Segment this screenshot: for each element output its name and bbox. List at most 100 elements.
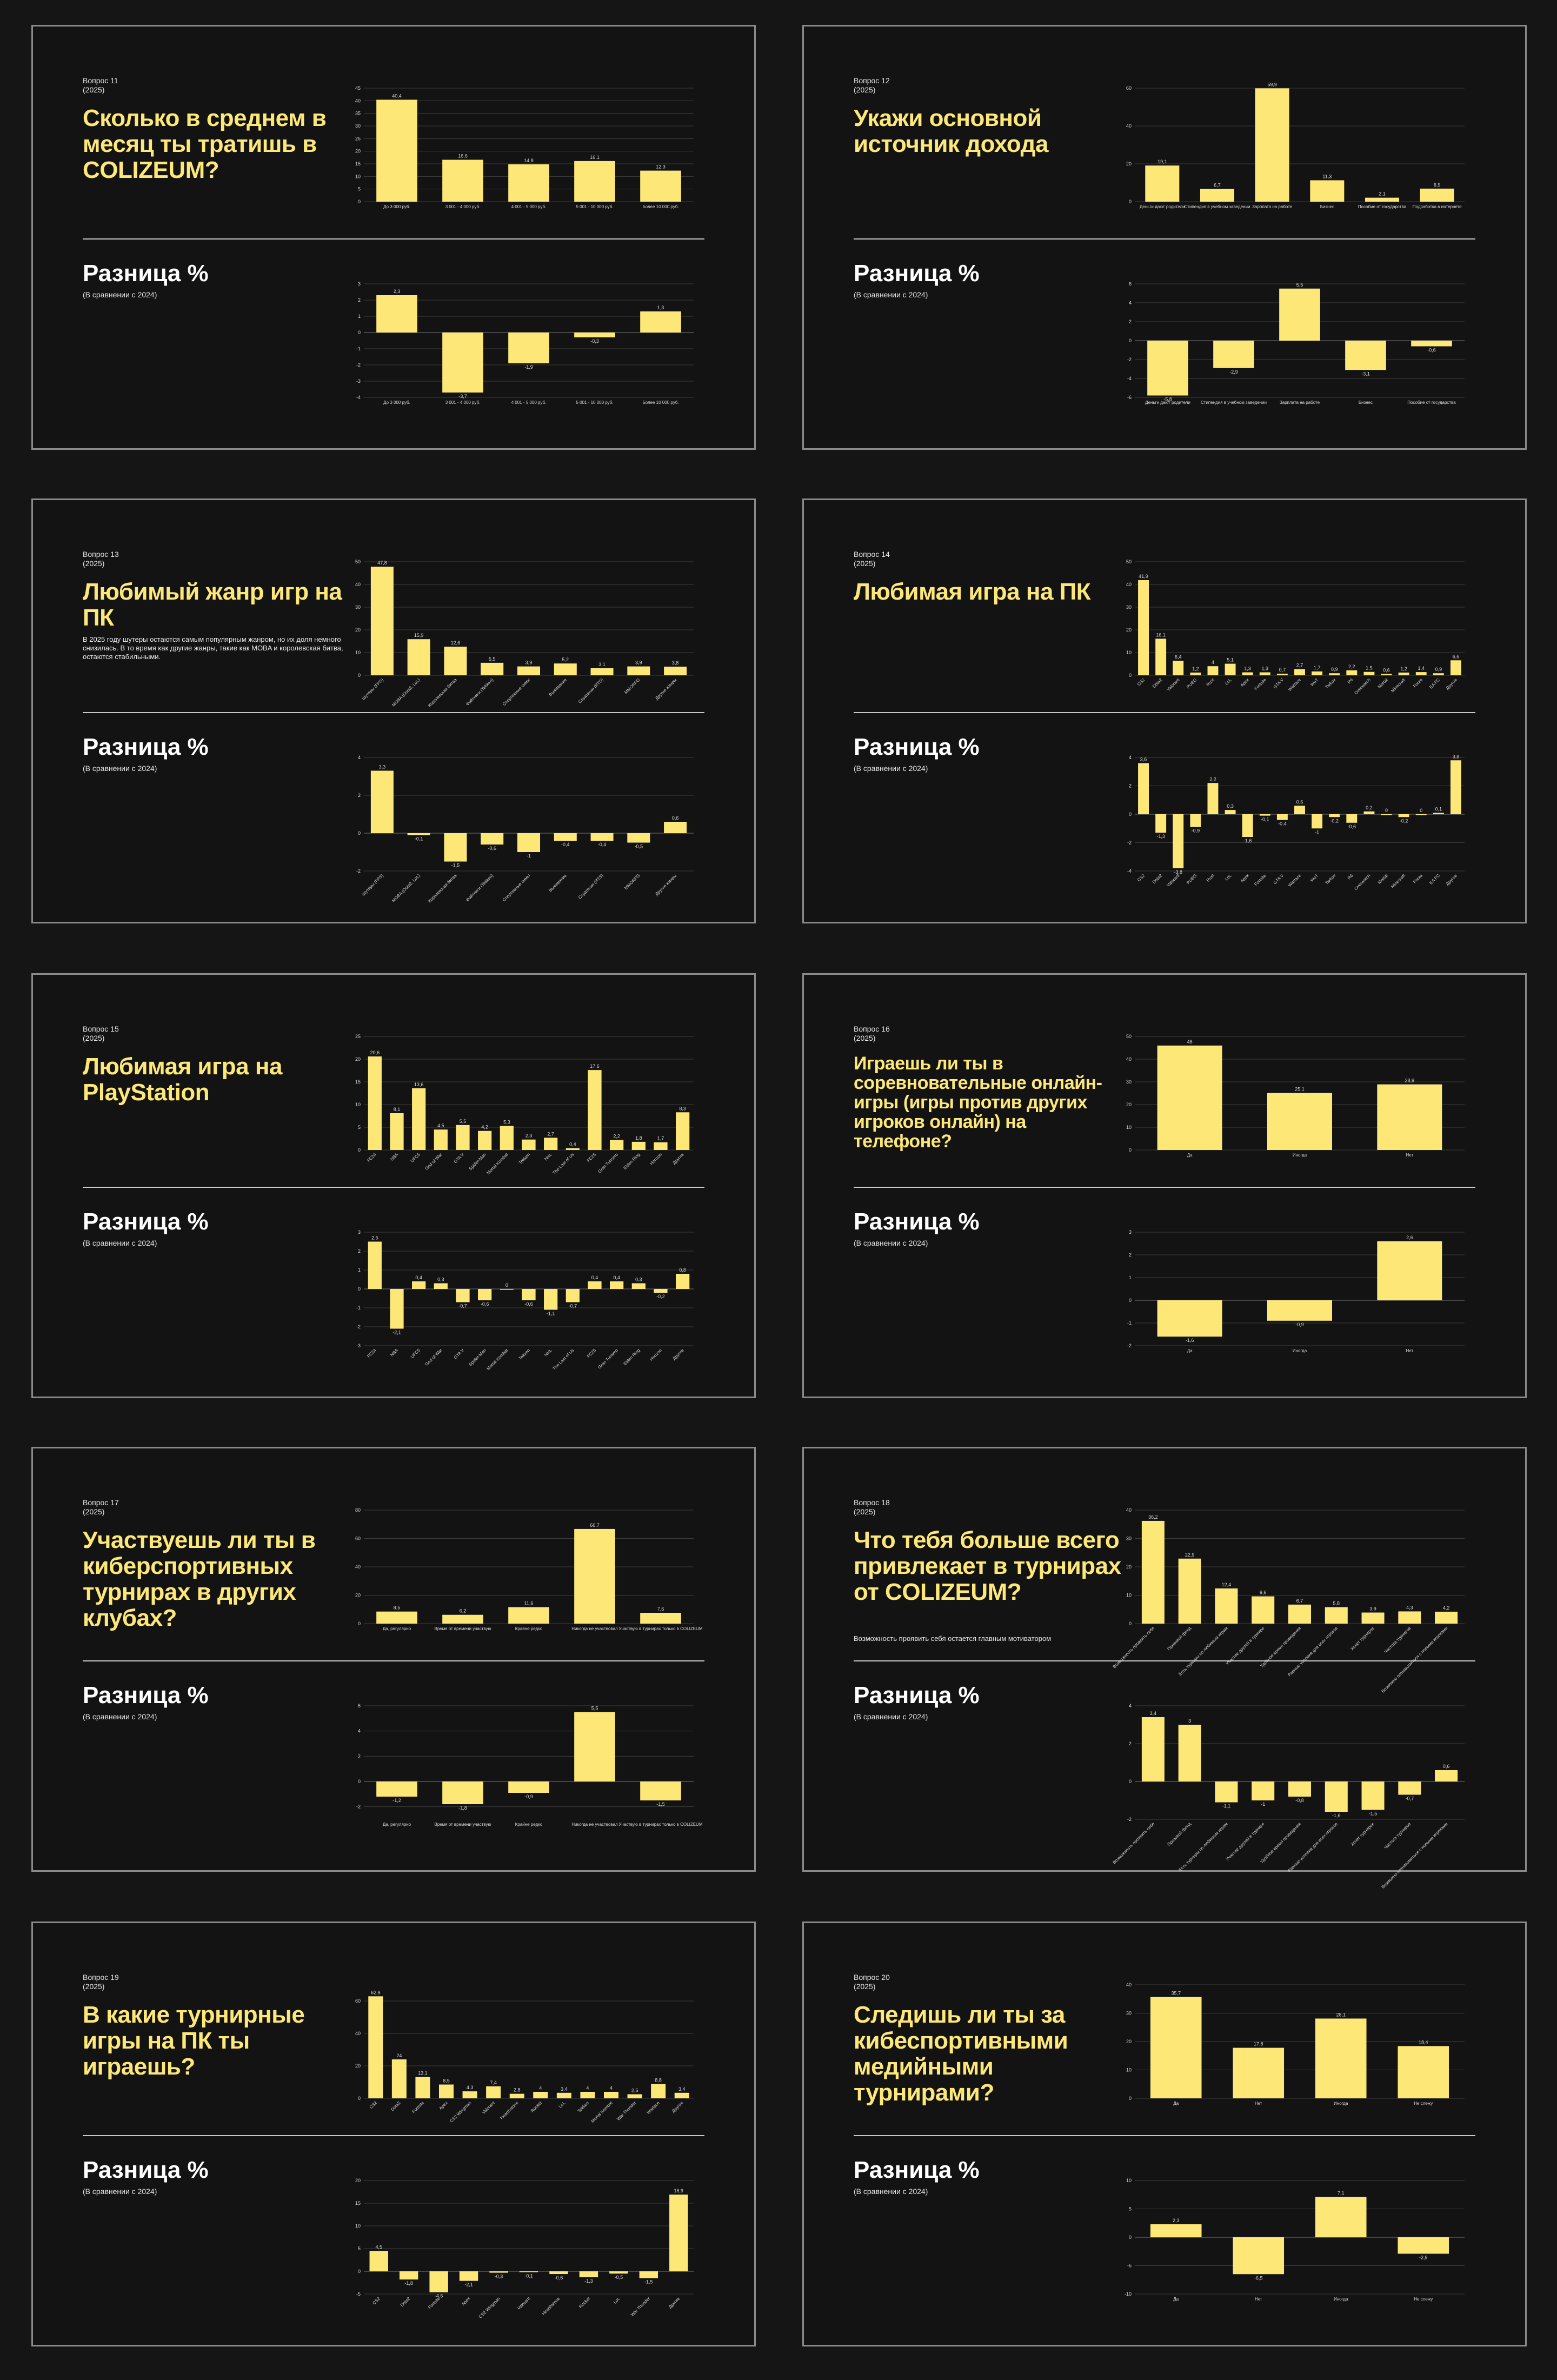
main-bar <box>1155 639 1167 675</box>
main-y-tick: 0 <box>358 199 361 204</box>
diff-y-tick: 2 <box>1129 783 1132 789</box>
main-y-tick: 10 <box>1126 650 1132 655</box>
main-bar <box>544 1138 558 1150</box>
diff-value-label: 1,3 <box>657 305 664 310</box>
main-value-label: 3,9 <box>525 660 533 666</box>
main-x-tick: Да <box>1173 2101 1179 2106</box>
diff-value-label: -2,1 <box>392 1330 401 1335</box>
main-x-tick: LoL <box>558 2100 567 2109</box>
main-y-tick: 10 <box>1126 2067 1132 2073</box>
diff-bar <box>590 833 614 841</box>
main-x-tick: Возможно познакомиться с новыми игроками <box>1381 1626 1449 1694</box>
slide-card-q20: Вопрос 20 (2025) Следишь ли ты за кибеспор… <box>802 1922 1527 2346</box>
main-value-label: 5,8 <box>1333 1601 1340 1606</box>
main-y-tick: 5 <box>358 187 361 192</box>
main-value-label: 4,5 <box>437 1123 444 1128</box>
main-bar <box>442 1614 483 1624</box>
diff-bar <box>1381 814 1392 815</box>
main-bar <box>1138 580 1149 675</box>
main-bar <box>1276 674 1288 675</box>
main-x-tick: FC24 <box>366 1152 377 1163</box>
main-x-tick: Horizon <box>649 1152 663 1166</box>
diff-x-tick: NBA <box>389 1347 399 1357</box>
main-y-tick: 25 <box>355 136 361 141</box>
diff-bar <box>1276 814 1288 820</box>
main-x-tick: Другие жанры <box>654 677 677 701</box>
diff-bar <box>1398 814 1409 817</box>
diff-x-tick: Valorant <box>1166 873 1181 888</box>
main-y-tick: 0 <box>1129 2096 1132 2101</box>
main-value-label: 25,1 <box>1295 1087 1305 1092</box>
diff-bar <box>1233 2237 1285 2275</box>
diff-value-label: -0,4 <box>598 842 607 847</box>
main-bar <box>1225 663 1236 675</box>
diff-x-tick: R6 <box>1347 873 1354 880</box>
diff-x-tick: Dota2 <box>400 2296 411 2308</box>
main-bar <box>1435 1611 1458 1624</box>
diff-bar <box>522 1289 536 1300</box>
diff-value-label: -6,5 <box>1254 2275 1263 2281</box>
diff-y-tick: 10 <box>1126 2178 1132 2183</box>
main-value-label: 4,2 <box>1443 1605 1450 1611</box>
main-x-tick: Apex <box>1240 677 1250 688</box>
main-bar <box>1207 666 1219 675</box>
question-number: Вопрос 18 (2025) <box>854 1498 890 1517</box>
diff-bar <box>399 2271 418 2280</box>
diff-x-tick: Gran Turismo <box>597 1347 619 1370</box>
diff-x-tick: Tekken <box>518 1348 531 1361</box>
main-value-label: 35,7 <box>1171 1991 1181 1996</box>
diff-title: Разница % <box>854 1208 980 1235</box>
diff-y-tick: 2 <box>1129 1741 1132 1746</box>
diff-x-tick: Более 10 000 руб. <box>642 400 678 405</box>
main-value-label: 16,6 <box>458 154 468 159</box>
main-bar <box>509 2093 524 2098</box>
diff-x-tick: CS2 <box>372 2296 382 2305</box>
main-bar <box>1288 1604 1312 1624</box>
diff-y-tick: 3 <box>358 1229 361 1235</box>
diff-x-tick: 4 001 - 5 000 руб. <box>511 400 547 405</box>
main-bar <box>438 2084 454 2098</box>
main-value-label: 59,9 <box>1267 82 1277 87</box>
question-year: (2025) <box>854 85 876 94</box>
main-bar <box>508 164 549 202</box>
section-divider <box>854 2135 1475 2136</box>
diff-x-tick: Пособие от государства <box>1407 400 1456 405</box>
main-value-label: 36,2 <box>1148 1514 1158 1520</box>
diff-x-tick: Elden Ring <box>623 1348 641 1366</box>
diff-bar <box>444 833 467 862</box>
diff-value-label: -1,9 <box>524 364 533 370</box>
main-x-tick: Valorant <box>481 2100 496 2115</box>
diff-value-label: 0,3 <box>1227 803 1234 809</box>
main-bar <box>1346 670 1358 675</box>
main-chart: 0 10 20 30 40 50 46 Да 25,1 Иногда 28,9 Нет <box>1126 1034 1465 1158</box>
main-x-tick: Иногда <box>1334 2101 1348 2106</box>
main-bar <box>390 1113 404 1150</box>
main-bar <box>1325 1607 1348 1624</box>
main-y-tick: 60 <box>1126 85 1132 91</box>
main-y-tick: 40 <box>1126 1056 1132 1062</box>
diff-y-tick: -1 <box>356 346 361 351</box>
main-bar <box>1433 673 1444 675</box>
main-y-tick: 0 <box>358 2096 361 2101</box>
diff-y-tick: 5 <box>1129 2206 1132 2212</box>
diff-y-tick: 0 <box>1129 1298 1132 1303</box>
diff-value-label: -0,3 <box>590 338 599 344</box>
main-x-tick: Стратегии (RTS) <box>577 677 604 704</box>
main-bar <box>1252 1596 1275 1624</box>
main-y-tick: 30 <box>1126 1536 1132 1541</box>
question-year: (2025) <box>83 1034 105 1042</box>
main-x-tick: Шутеры (FPS) <box>361 677 385 701</box>
diff-chart: -2 0 2 4 3,4 Возможность проявить себя 3 Призов… <box>1112 1703 1465 1890</box>
main-value-label: 0,7 <box>1279 667 1286 673</box>
diff-x-tick: Apex <box>1240 873 1250 883</box>
main-value-label: 17,8 <box>1254 2042 1263 2047</box>
diff-chart: -10 -5 0 5 10 2,3 Да -6,5 Нет 7,1 Иногда -2,9 Не сле… <box>1124 2178 1465 2302</box>
diff-bar <box>481 833 504 845</box>
diff-bar <box>1346 814 1358 823</box>
main-value-label: 8,5 <box>394 1605 401 1611</box>
main-value-label: 4,3 <box>1406 1605 1413 1610</box>
diff-y-tick: 1 <box>1129 1275 1132 1280</box>
diff-x-tick: Apex <box>461 2296 471 2306</box>
main-y-tick: 60 <box>355 1998 361 2004</box>
